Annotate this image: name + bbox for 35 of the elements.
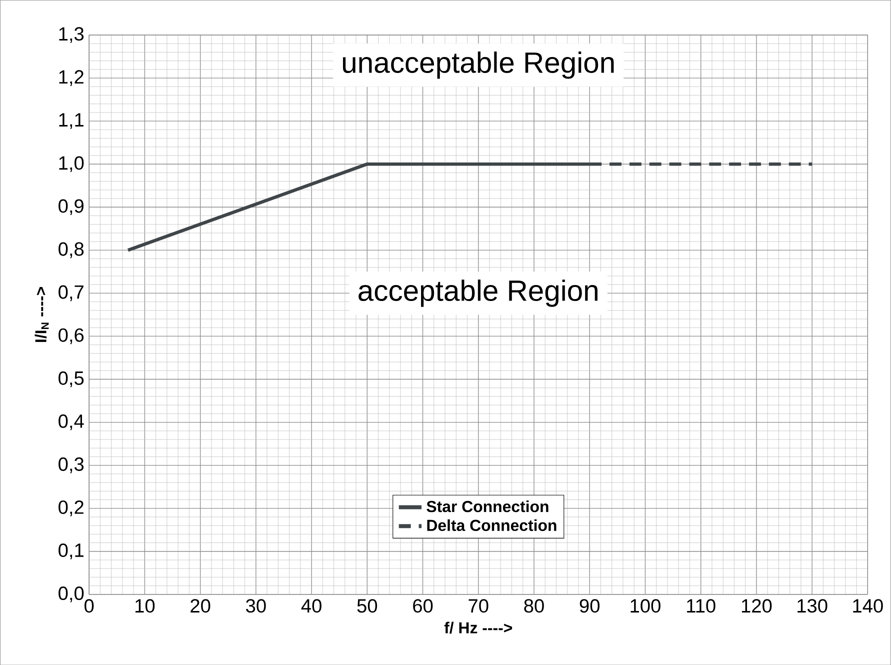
y-tick-label: 0,3 — [58, 457, 84, 474]
y-tick-label: 0,8 — [58, 242, 84, 258]
x-tick-label: 130 — [798, 598, 828, 612]
x-tick-label: 140 — [853, 598, 883, 612]
y-tick-label: 1,0 — [59, 156, 84, 172]
x-axis-title: f/ Hz ----> — [444, 622, 512, 634]
y-tick-label: 0,5 — [58, 371, 84, 387]
x-tick-label: 120 — [742, 598, 772, 612]
x-tick-label: 100 — [630, 598, 660, 612]
y-axis-title: I/I$_{N}$ ----> — [34, 286, 49, 342]
y-tick-label: 1,2 — [59, 70, 84, 86]
y-tick-label: 1,3 — [59, 26, 84, 43]
y-tick-label: 0,6 — [58, 328, 84, 344]
annotation: acceptable Region — [358, 279, 598, 307]
x-tick-label: 30 — [246, 598, 266, 612]
y-tick-label: 0,4 — [58, 414, 84, 430]
annotation: unacceptable Region — [342, 51, 614, 79]
y-tick-label: 0,2 — [58, 500, 84, 516]
y-tick-label: 1,1 — [59, 113, 84, 129]
x-tick-label: 20 — [190, 598, 210, 612]
x-tick-label: 50 — [357, 598, 378, 612]
x-tick-label: 110 — [687, 598, 716, 612]
x-tick-label: 10 — [136, 598, 155, 612]
x-tick-label: 0 — [84, 598, 94, 612]
y-tick-label: 0,9 — [58, 199, 84, 215]
x-tick-label: 60 — [413, 598, 433, 612]
x-tick-label: 80 — [524, 598, 544, 612]
x-tick-label: 70 — [468, 598, 488, 612]
legend-label: Star Connection — [426, 500, 548, 512]
x-tick-label: 40 — [301, 598, 322, 612]
legend-label: Delta Connection — [427, 519, 556, 531]
y-tick-label: 0,0 — [58, 586, 84, 602]
y-tick-label: 0,1 — [58, 543, 84, 560]
y-tick-label: 0,7 — [58, 285, 84, 301]
x-tick-label: 90 — [580, 598, 600, 612]
